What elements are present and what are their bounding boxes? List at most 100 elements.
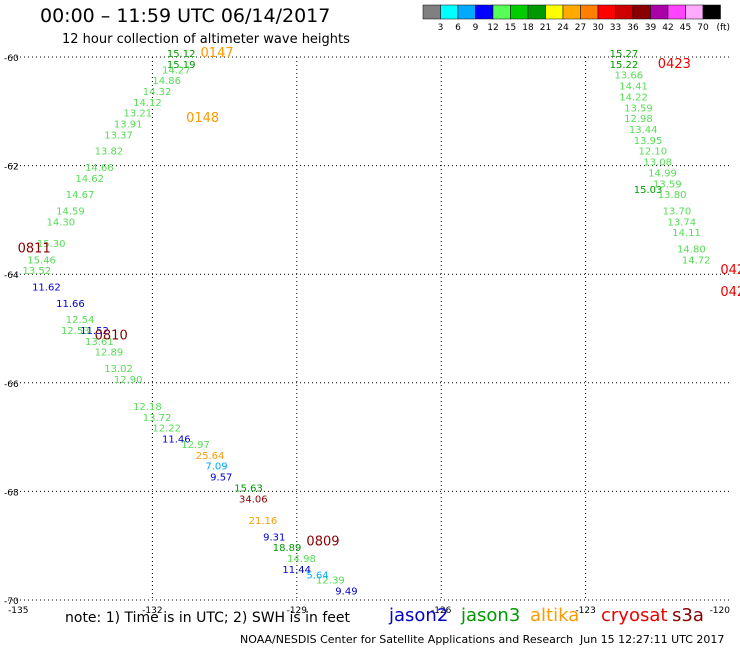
data-point-label: 13.59 (653, 179, 682, 190)
page-title: 00:00 – 11:59 UTC 06/14/2017 (40, 5, 331, 27)
y-tick-label: -62 (4, 163, 19, 173)
data-point-label: 13.08 (643, 158, 672, 169)
data-point-label: 12.89 (95, 348, 124, 359)
data-point-label: 13.80 (658, 190, 687, 201)
x-tick-label: -129 (287, 606, 308, 616)
data-point-label: 15.12 (167, 49, 196, 60)
data-point-label: 13.74 (667, 217, 696, 228)
x-tick-label: -135 (8, 606, 28, 616)
data-point-label: 0421 (720, 285, 740, 300)
data-point-label: 15.63 (234, 483, 263, 494)
data-point-label: 0810 (95, 328, 128, 343)
data-point-label: 13.44 (629, 125, 658, 136)
data-point-label: 14.99 (648, 168, 677, 179)
data-point-label: 12.53 (61, 326, 90, 337)
x-tick-label: -126 (431, 606, 452, 616)
page-subtitle: 12 hour collection of altimeter wave hei… (62, 32, 350, 47)
data-point-label: 5.64 (306, 570, 328, 581)
data-point-label: 13.72 (143, 413, 172, 424)
data-point-label: 9.49 (335, 587, 357, 598)
data-point-label: 11.62 (32, 282, 61, 293)
data-point-label: 15.30 (37, 239, 66, 250)
data-point-label: 0811 (18, 241, 51, 256)
data-point-label: 14.32 (143, 87, 172, 98)
colorbar-label: 21 (540, 23, 551, 33)
data-point-label: 13.66 (614, 71, 643, 82)
data-point-label: 0148 (186, 111, 219, 126)
colorbar-label: 36 (627, 23, 639, 33)
data-point-label: 13.21 (124, 109, 153, 120)
data-point-label: 14.22 (619, 92, 648, 103)
y-tick-label: -68 (4, 488, 19, 498)
colorbar-unit: (ft) (717, 23, 731, 33)
data-point-label: 11.52 (80, 326, 109, 337)
colorbar-swatch (702, 4, 721, 20)
y-tick-label: -66 (4, 380, 19, 390)
data-point-label: 14.86 (152, 76, 181, 87)
colorbar-label: 18 (522, 23, 534, 33)
data-point-label: 12.54 (66, 315, 95, 326)
data-point-label: 13.02 (104, 364, 133, 375)
data-point-label: 13.95 (634, 136, 663, 147)
data-point-label: 15.19 (167, 60, 196, 71)
note-text: note: 1) Time is in UTC; 2) SWH is in fe… (65, 610, 351, 626)
data-point-label: 13.61 (85, 337, 114, 348)
legend-jason2: jason2 (389, 605, 449, 626)
legend-jason3: jason3 (461, 605, 521, 626)
data-point-label: 15.46 (27, 255, 56, 266)
colorbar-label: 39 (645, 23, 657, 33)
colorbar-label: 9 (473, 23, 479, 33)
y-tick-label: -60 (4, 54, 19, 64)
data-point-label: 14.12 (133, 98, 162, 109)
data-point-label: 14.30 (47, 217, 76, 228)
data-point-label: 18.89 (273, 543, 302, 554)
data-point-label: 11.44 (282, 565, 311, 576)
data-point-label: 14.80 (677, 244, 706, 255)
data-point-label: 13.59 (624, 103, 653, 114)
data-point-label: 9.57 (210, 473, 232, 484)
colorbar-label: 12 (487, 23, 498, 33)
data-point-label: 14.59 (56, 206, 85, 217)
data-point-label: 13.91 (114, 120, 143, 131)
data-point-label: 12.98 (624, 114, 653, 125)
data-point-label: 13.82 (95, 147, 124, 158)
x-tick-label: -132 (142, 606, 162, 616)
data-point-label: 12.39 (316, 576, 345, 587)
data-point-label: 25.64 (196, 451, 225, 462)
data-point-label: 14.27 (162, 65, 191, 76)
legend-altika: altika (530, 605, 580, 626)
colorbar-label: 24 (557, 23, 569, 33)
data-point-label: 7.09 (205, 462, 227, 473)
data-point-label: 15.03 (634, 185, 663, 196)
colorbar-label: 6 (455, 23, 461, 33)
colorbar-label: 3 (438, 23, 444, 33)
data-point-label: 13.37 (104, 130, 133, 141)
data-point-label: 14.72 (682, 255, 711, 266)
y-tick-label: -64 (4, 271, 19, 281)
data-point-label: 12.10 (639, 147, 668, 158)
data-point-label: 14.98 (287, 554, 316, 565)
data-point-label: 14.41 (619, 82, 648, 93)
colorbar-label: 30 (592, 23, 604, 33)
data-point-label: 0147 (201, 46, 234, 61)
colorbar-label: 45 (680, 23, 691, 33)
data-point-label: 21.16 (249, 516, 278, 527)
colorbar-label: 42 (662, 23, 673, 33)
colorbar-label: 33 (610, 23, 621, 33)
colorbar-label: 27 (575, 23, 586, 33)
legend-s3a: s3a (672, 605, 704, 626)
data-point-label: 13.52 (22, 266, 51, 277)
footer-credit: NOAA/NESDIS Center for Satellite Applica… (240, 633, 574, 646)
data-point-label: 14.66 (85, 163, 114, 174)
timestamp: Jun 15 12:27:11 UTC 2017 (580, 633, 725, 646)
data-point-label: 11.46 (162, 435, 191, 446)
data-point-label: 15.27 (610, 49, 639, 60)
data-point-label: 0423 (658, 57, 691, 72)
data-point-label: 13.70 (663, 206, 692, 217)
data-point-label: 0809 (306, 535, 339, 550)
data-point-label: 14.62 (75, 174, 104, 185)
data-point-label: 15.22 (610, 60, 639, 71)
data-point-label: 11.66 (56, 299, 85, 310)
legend-cryosat: cryosat (601, 605, 668, 626)
